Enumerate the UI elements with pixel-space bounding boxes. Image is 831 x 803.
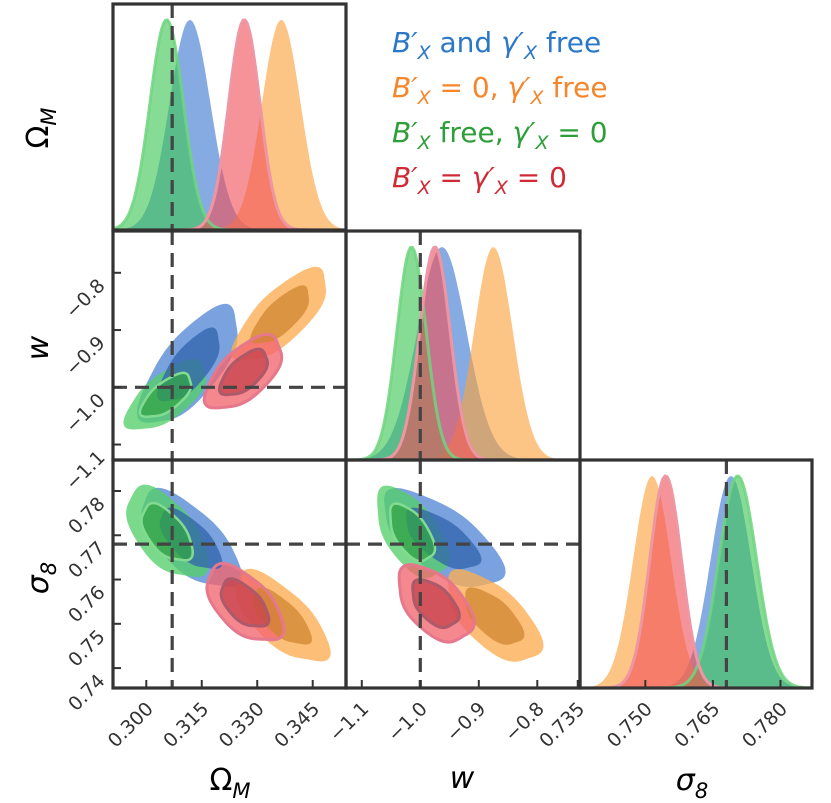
panel-frame-s8-s8: [578, 458, 814, 690]
marginal-fill-w-2: [346, 247, 580, 460]
ylabel-w: w: [21, 335, 56, 360]
marginal-line-s8-4: [580, 474, 812, 688]
marginal-fill-s8-2: [580, 476, 812, 688]
ytick-label-s8-2: 0.76: [64, 582, 109, 627]
xtick-label-om-0: 0.300: [104, 698, 158, 752]
ytick-label-w-3: −1.1: [61, 447, 109, 495]
xtick-label-om-3: 0.345: [270, 698, 324, 752]
xtick-label-om-2: 0.330: [215, 698, 269, 752]
contour-68-om-s8-1: [252, 587, 312, 645]
contour-line-68-w-s8-4: [411, 577, 461, 630]
xtick-label-s8-2: 0.765: [670, 698, 724, 752]
marginal-s8: [580, 474, 812, 688]
ytick-label-s8-0: 0.78: [64, 493, 109, 538]
marginal-fill-om-1: [113, 19, 346, 230]
marginal-fill-w-1: [346, 247, 580, 460]
xlabel-omega-m: ΩM: [209, 763, 250, 803]
ytick-label-s8-1: 0.77: [64, 537, 109, 582]
contour-line-95-om-s8-4: [205, 561, 286, 642]
ytick-label-s8-4: 0.74: [64, 670, 109, 715]
xlabel-sigma8: σ8: [676, 763, 708, 803]
contour-line-68-w-s8-2: [388, 502, 437, 563]
xlabel-w: w: [450, 761, 475, 796]
xtick-label-w-1: −1.0: [384, 698, 432, 746]
legend-entry-2: B′X free, γ′X = 0: [392, 116, 608, 154]
xtick-label-w-2: −0.9: [442, 698, 490, 746]
marginal-fill-om-3: [113, 20, 346, 230]
xtick-label-s8-1: 0.750: [603, 698, 657, 752]
ylabel-sigma8: σ8: [21, 562, 61, 594]
xtick-label-om-1: 0.315: [159, 698, 213, 752]
marginal-om: [113, 18, 346, 230]
ylabel-omega-m: ΩM: [21, 107, 61, 148]
contour-panel-om-s8: [126, 484, 331, 662]
marginal-w: [346, 245, 580, 460]
contour-panel-om-w: [123, 266, 326, 430]
contour-line-68-om-w-2: [138, 371, 193, 418]
legend-entry-0: B′X and γ′X free: [392, 26, 601, 64]
xtick-label-s8-3: 0.780: [738, 698, 792, 752]
contour-panel-w-s8: [377, 485, 544, 662]
contour-68-om-w-2: [139, 372, 192, 417]
marginal-line-s8-2: [580, 474, 812, 688]
contour-line-68-om-s8-4: [219, 577, 271, 628]
ytick-label-s8-3: 0.75: [64, 626, 109, 671]
contour-line-68-om-s8-2: [140, 501, 194, 562]
xtick-label-s8-0: 0.735: [535, 698, 589, 752]
contour-line-95-om-w-4: [202, 332, 284, 410]
contour-line-95-w-s8-4: [397, 563, 476, 644]
ytick-label-w-0: −0.8: [61, 275, 109, 323]
contour-68-om-w-1: [250, 285, 309, 344]
legend-entry-3: B′X = γ′X = 0: [392, 161, 567, 199]
legend-entry-1: B′X = 0, γ′X free: [392, 71, 608, 109]
contour-68-om-w-3: [219, 349, 268, 395]
ytick-label-w-2: −1.0: [61, 389, 109, 437]
ytick-label-w-1: −0.9: [61, 332, 109, 380]
contour-line-68-om-w-4: [217, 347, 270, 397]
xtick-label-w-0: −1.1: [325, 698, 373, 746]
contour-68-w-s8-1: [465, 587, 525, 645]
